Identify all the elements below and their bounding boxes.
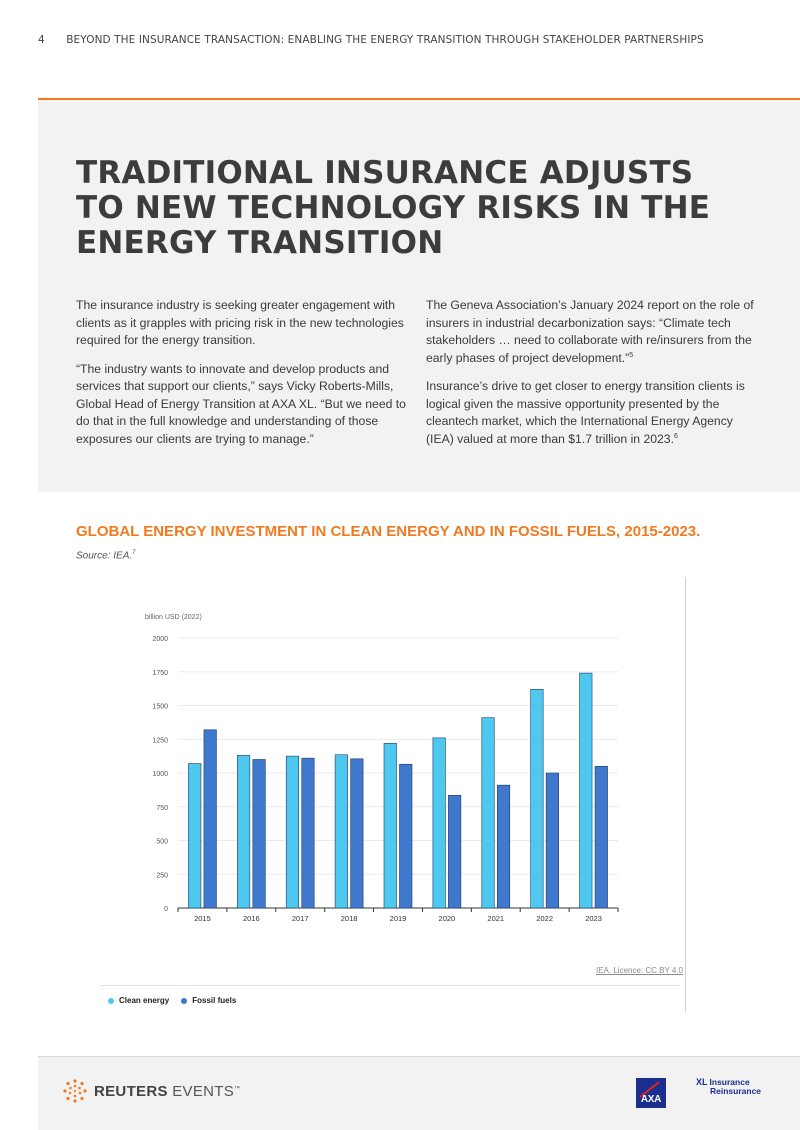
bar-clean-energy bbox=[579, 672, 593, 909]
y-tick-label: 500 bbox=[156, 839, 168, 846]
chart-source: Source: IEA.7 bbox=[76, 550, 136, 562]
bar-fossil-fuels bbox=[496, 784, 511, 909]
y-tick-label: 250 bbox=[156, 872, 168, 879]
bar-fossil-fuels bbox=[545, 772, 559, 909]
left-column: The insurance industry is seeking greate… bbox=[76, 297, 412, 459]
x-tick-label: 2016 bbox=[243, 914, 260, 923]
footer bbox=[38, 1057, 800, 1130]
bar-clean-energy bbox=[530, 689, 544, 909]
chart-title: GLOBAL ENERGY INVESTMENT IN CLEAN ENERGY… bbox=[76, 523, 701, 540]
reuters-brand: REUTERS bbox=[94, 1082, 168, 1100]
xl-line1: Insurance bbox=[709, 1077, 750, 1087]
y-tick-label: 1500 bbox=[152, 704, 168, 711]
x-tick-label: 2019 bbox=[390, 914, 407, 923]
article-headline: TRADITIONAL INSURANCE ADJUSTS TO NEW TEC… bbox=[76, 155, 711, 261]
article-panel bbox=[38, 100, 800, 492]
x-tick-label: 2020 bbox=[439, 914, 456, 923]
chart-panel bbox=[38, 492, 756, 1044]
bar-fossil-fuels bbox=[301, 757, 315, 909]
xl-line2: Reinsurance bbox=[710, 1086, 762, 1096]
bar-fossil-fuels bbox=[594, 765, 608, 909]
running-title: BEYOND THE INSURANCE TRANSACTION: ENABLI… bbox=[66, 34, 704, 46]
legend-swatch bbox=[108, 997, 114, 1004]
x-tick-label: 2022 bbox=[536, 914, 553, 923]
bar-clean-energy bbox=[237, 755, 251, 909]
right-column: The Geneva Association’s January 2024 re… bbox=[426, 297, 761, 459]
y-axis-label: billion USD (2022) bbox=[145, 614, 202, 621]
bar-clean-energy bbox=[285, 755, 300, 909]
reuters-dot-icon bbox=[63, 1079, 87, 1103]
y-tick-label: 1750 bbox=[152, 670, 168, 677]
licence-link[interactable]: IEA. Licence: CC BY 4.0 bbox=[596, 966, 684, 975]
axa-wordmark: AXA bbox=[640, 1094, 662, 1105]
y-tick-label: 750 bbox=[156, 805, 168, 812]
x-tick-label: 2017 bbox=[292, 914, 309, 923]
y-tick-label: 1000 bbox=[152, 771, 168, 778]
x-tick-label: 2023 bbox=[585, 914, 602, 923]
running-header: 4 BEYOND THE INSURANCE TRANSACTION: ENAB… bbox=[38, 34, 758, 46]
bar-clean-energy bbox=[334, 754, 348, 909]
x-tick-label: 2018 bbox=[341, 914, 358, 923]
bar-clean-energy bbox=[383, 743, 397, 909]
legend-label: Clean energy bbox=[119, 996, 170, 1005]
bar-fossil-fuels bbox=[448, 794, 462, 909]
footnote-ref[interactable]: 5 bbox=[629, 351, 634, 359]
bar-fossil-fuels bbox=[350, 758, 364, 909]
legend-item-fossil-fuels[interactable]: Fossil fuels bbox=[181, 996, 236, 1005]
footnote-ref[interactable]: 7 bbox=[132, 550, 136, 556]
paragraph: “The industry wants to innovate and deve… bbox=[76, 361, 406, 446]
page-number: 4 bbox=[38, 34, 45, 46]
xl-mark: XL bbox=[696, 1077, 708, 1087]
bar-clean-energy bbox=[481, 717, 495, 909]
chart-frame-divider bbox=[685, 577, 686, 1012]
x-tick-label: 2015 bbox=[194, 914, 211, 923]
bar-clean-energy bbox=[432, 737, 446, 909]
legend-label: Fossil fuels bbox=[192, 996, 237, 1005]
axa-logo: AXA bbox=[636, 1078, 666, 1108]
bar-clean-energy bbox=[188, 763, 202, 909]
licence-divider bbox=[100, 985, 680, 986]
y-tick-label: 2000 bbox=[152, 636, 168, 643]
bar-chart: billion USD (2022) 0 250 500 750 1000 1250 1500… bbox=[145, 614, 619, 923]
bar-fossil-fuels bbox=[252, 759, 266, 909]
axa-xl-logo: XL Insurance Reinsurance bbox=[696, 1078, 761, 1096]
paragraph: The Geneva Association’s January 2024 re… bbox=[426, 298, 754, 365]
y-tick-label: 1250 bbox=[152, 737, 168, 744]
chart-legend: Clean energy Fossil fuels bbox=[108, 996, 236, 1005]
legend-item-clean-energy[interactable]: Clean energy bbox=[108, 996, 169, 1005]
footnote-ref[interactable]: 6 bbox=[673, 432, 678, 440]
bar-fossil-fuels bbox=[203, 729, 217, 909]
paragraph: The insurance industry is seeking greate… bbox=[76, 298, 404, 347]
reuters-events-logo: REUTERS EVENTS™ bbox=[62, 1078, 240, 1104]
bar-fossil-fuels bbox=[399, 763, 413, 909]
y-tick-label: 0 bbox=[164, 906, 168, 913]
reuters-events: EVENTS bbox=[172, 1082, 235, 1100]
paragraph: Insurance’s drive to get closer to energ… bbox=[426, 379, 745, 446]
legend-swatch bbox=[181, 997, 188, 1004]
x-tick-label: 2021 bbox=[487, 914, 504, 923]
footer-divider bbox=[38, 1056, 800, 1057]
header-divider bbox=[38, 98, 800, 100]
